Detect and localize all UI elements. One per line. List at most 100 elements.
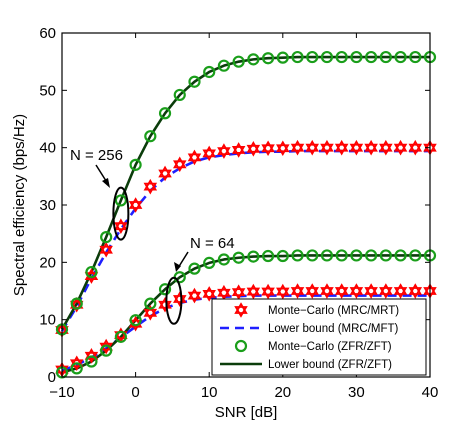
y-tick-label: 10 [39,312,56,329]
hexagram-down-triangle [393,287,408,299]
data-point-circle [394,249,407,262]
hexagram-down-triangle [187,153,202,166]
data-point-hexagram [246,283,261,300]
hexagram-down-triangle [128,201,143,213]
hexagram-down-triangle [99,245,113,258]
data-point-circle [320,249,334,262]
hexagram-down-triangle [246,144,261,157]
data-point-circle [320,50,334,64]
hexagram-down-triangle [408,287,423,299]
data-point-circle [188,75,201,88]
data-point-circle [291,50,304,64]
hexagram-up-triangle [379,139,393,152]
x-tick-label: 40 [422,384,439,401]
data-point-circle [379,50,392,64]
hexagram-up-triangle [246,283,261,296]
data-point-hexagram [231,284,246,300]
data-point-circle [203,65,216,79]
data-point-hexagram [290,139,305,156]
data-point-hexagram [187,149,202,166]
hexagram-down-triangle [202,289,216,302]
series-line-solid-3 [60,55,430,331]
y-tick-label: 30 [39,197,56,214]
y-tick-label: 50 [39,82,56,99]
data-point-circle [291,249,304,262]
hexagram-up-triangle [173,156,187,169]
data-point-circle [114,330,127,343]
y-axis-label: Spectral efficiency (bps/Hz) [11,114,28,296]
hexagram-down-triangle [231,146,246,158]
hexagram-up-triangle [276,140,290,153]
data-point-circle [70,362,83,375]
x-axis-label: SNR [dB] [215,404,278,421]
hexagram-down-triangle [334,287,349,299]
data-point-circle [365,249,378,262]
data-point-circle [350,249,363,262]
n256-arrow-head [102,178,110,188]
data-point-hexagram [408,139,423,156]
data-point-circle [379,249,392,262]
data-point-hexagram [202,145,216,162]
hexagram-down-triangle [143,182,158,195]
hexagram-up-triangle [202,286,216,298]
data-point-circle [158,107,172,120]
y-tick-label: 60 [39,25,56,42]
hexagram-up-triangle [320,283,334,295]
data-point-hexagram [305,283,319,299]
data-point-hexagram [173,156,187,173]
hexagram-up-triangle [99,241,113,254]
data-point-circle [144,297,157,310]
data-point-hexagram [261,283,275,300]
legend-label: Lower bound (ZFR/ZFT) [268,359,392,371]
hexagram-up-triangle [84,347,99,360]
hexagram-down-triangle [114,222,128,235]
data-point-circle [247,53,260,66]
hexagram-up-triangle [393,283,408,295]
data-point-circle [261,52,275,65]
hexagram-down-triangle [69,300,84,313]
data-point-circle [217,253,231,266]
data-point-hexagram [276,283,290,300]
hexagram-up-triangle [320,139,334,152]
data-point-hexagram [393,139,408,156]
data-point-hexagram [364,139,378,156]
data-point-circle [158,283,172,296]
hexagram-up-triangle [305,283,319,295]
y-tick-label: 40 [39,140,56,157]
data-point-hexagram [231,142,246,158]
data-point-circle [129,158,142,171]
data-point-hexagram [364,283,378,299]
n256-ellipse [112,186,130,241]
hexagram-down-triangle [364,143,378,156]
data-point-circle [144,130,157,143]
hexagram-up-triangle [364,139,378,152]
data-point-hexagram [99,241,113,258]
hexagram-up-triangle [246,141,261,153]
hexagram-down-triangle [379,143,393,156]
hexagram-down-triangle [290,143,305,156]
data-point-circle [276,51,289,64]
hexagram-up-triangle [393,139,408,152]
n64-ellipse [165,276,183,325]
hexagram-up-triangle [69,355,84,368]
x-tick-label: 0 [131,384,139,401]
hexagram-down-triangle [305,143,319,156]
hexagram-down-triangle [276,144,290,157]
hexagram-up-triangle [261,140,275,153]
data-point-hexagram [408,283,423,299]
data-point-hexagram [187,287,202,304]
data-point-hexagram [276,140,290,157]
y-tick-label: 0 [48,369,56,386]
hexagram-up-triangle [231,284,246,297]
data-point-hexagram [143,178,158,195]
data-point-circle [409,249,422,262]
hexagram-down-triangle [187,291,202,304]
legend-swatch-circle [234,339,248,353]
hexagram-down-triangle [393,143,408,156]
hexagram-down-triangle [334,143,349,156]
data-point-hexagram [246,141,261,157]
hexagram-down-triangle [158,169,172,182]
hexagram-down-triangle [231,288,246,300]
legend-label: Monte−Carlo (MRC/MRT) [268,305,399,317]
hexagram-up-triangle [173,291,187,303]
